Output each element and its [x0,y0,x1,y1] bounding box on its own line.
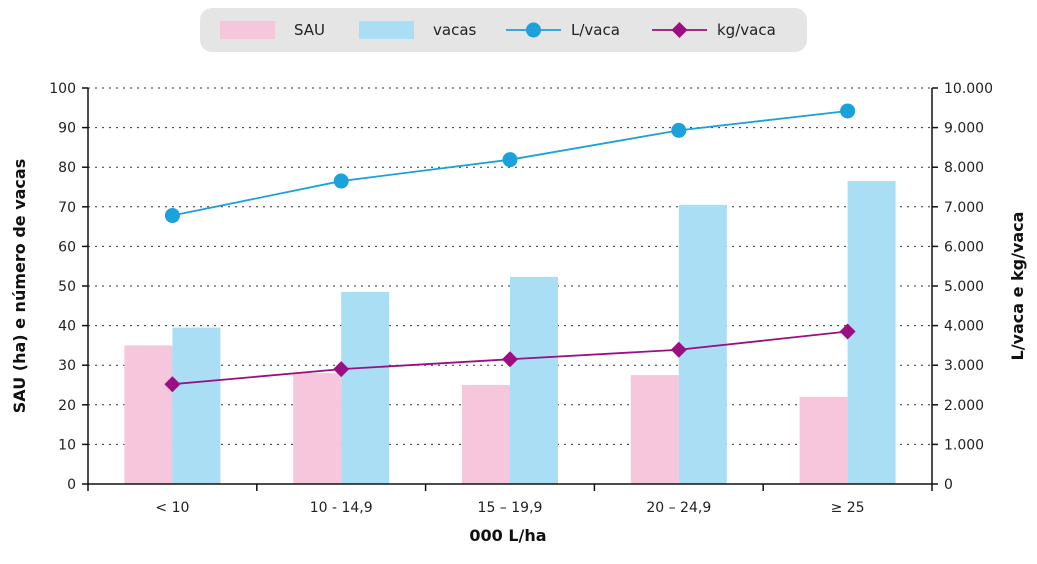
bar-sau [462,385,510,484]
y-tick-label-left: 20 [58,398,76,414]
lines [164,103,856,393]
bar-vacas [510,276,558,484]
y-tick-label-right: 1.000 [944,437,984,453]
legend-label-vacas: vacas [433,21,477,39]
legend-label-sau: SAU [294,21,325,39]
legend-marker-l-vaca [526,22,541,38]
y-tick-label-right: 8.000 [944,160,984,176]
bars [124,181,896,484]
y-tick-label-left: 100 [49,81,76,97]
point-kg-vaca [502,351,518,368]
point-l-vaca [671,122,687,138]
point-l-vaca [502,152,518,168]
y-tick-label-left: 60 [58,239,76,255]
y-tick-label-right: 0 [944,477,953,493]
y-tick-label-left: 30 [58,358,76,374]
point-kg-vaca [670,341,687,358]
legend: SAU vacas L/vaca kg/vaca [200,8,807,52]
point-l-vaca [333,173,349,189]
y-tick-label-left: 70 [58,200,76,216]
bar-sau [630,375,679,484]
y-tick-label-left: 40 [58,319,76,335]
x-tick-label: < 10 [155,500,189,516]
bar-vacas [341,291,390,484]
y-tick-label-right: 7.000 [944,200,984,216]
legend-background [200,8,807,52]
point-kg-vaca [839,323,856,340]
y-axis-title-right: L/vaca e kg/vaca [1008,212,1027,361]
y-tick-label-right: 9.000 [944,121,984,137]
y-tick-label-right: 5.000 [944,279,984,295]
y-tick-label-right: 4.000 [944,319,984,335]
legend-swatch-sau [220,21,275,39]
point-kg-vaca [333,361,350,378]
y-tick-label-left: 80 [58,160,76,176]
bar-vacas [678,204,727,484]
y-tick-label-left: 90 [58,121,76,137]
legend-label-l-vaca: L/vaca [571,21,620,39]
bar-sau [799,396,848,484]
x-tick-label: 15 – 19,9 [478,500,543,516]
legend-marker-kg-vaca [671,22,688,38]
axes: 0 10 20 30 40 50 60 70 80 90 100 0 1.000 2.000 3.000 4.… [49,81,993,516]
point-l-vaca [164,208,180,224]
x-tick-label: 20 – 24,9 [646,500,711,516]
y-axis-title-left: SAU (ha) e número de vacas [10,159,29,413]
y-tick-label-right: 2.000 [944,398,984,414]
legend-label-kg-vaca: kg/vaca [717,21,776,39]
y-tick-label-left: 10 [58,437,76,453]
y-tick-label-right: 3.000 [944,358,984,374]
y-tick-label-right: 10.000 [944,81,993,97]
x-tick-label: ≥ 25 [831,500,865,516]
x-axis-title: 000 L/ha [469,526,546,545]
point-kg-vaca [164,376,181,393]
bar-vacas [847,181,896,484]
x-tick-label: 10 - 14,9 [310,500,373,516]
bar-sau [293,373,342,484]
y-tick-label-left: 0 [67,477,76,493]
legend-swatch-vacas [359,21,414,39]
bar-vacas [172,327,221,484]
bar-sau [124,345,173,484]
y-tick-label-right: 6.000 [944,239,984,255]
point-l-vaca [840,103,856,119]
y-tick-label-left: 50 [58,279,76,295]
